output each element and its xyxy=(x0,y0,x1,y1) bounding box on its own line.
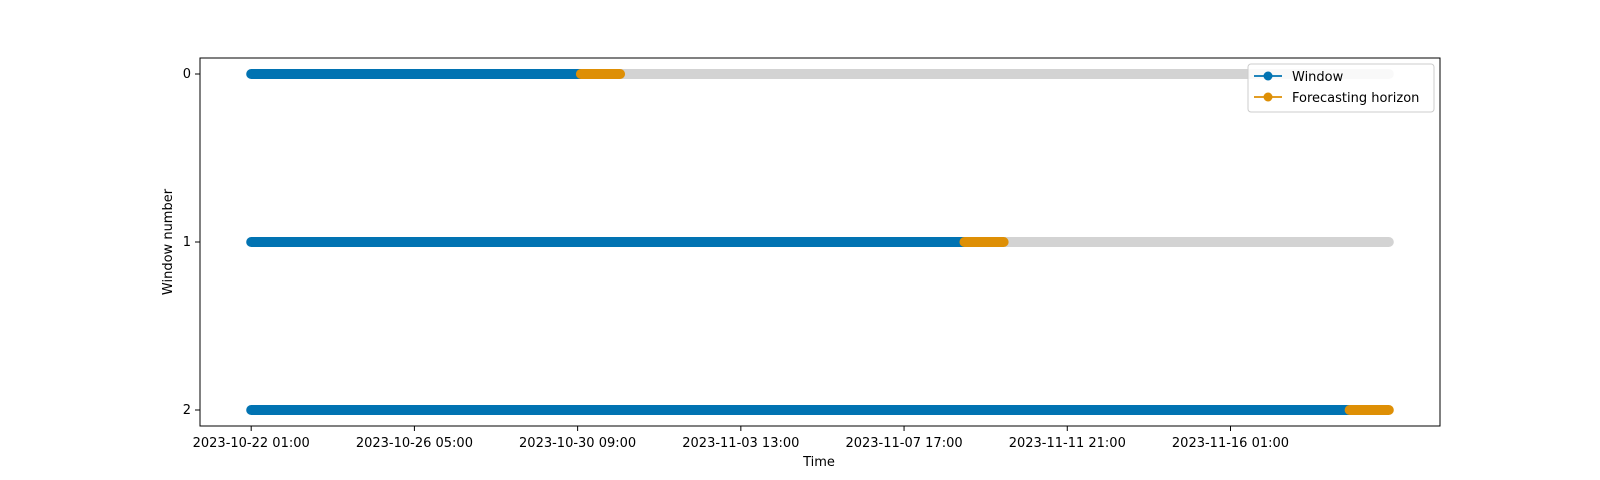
legend-label-window: Window xyxy=(1292,70,1344,85)
legend-marker-forecasting-horizon xyxy=(1263,92,1273,102)
x-axis-label: Time xyxy=(802,455,835,470)
y-axis-label: Window number xyxy=(161,188,176,295)
legend-marker-window xyxy=(1263,71,1273,81)
y-tick-label: 2 xyxy=(183,403,191,418)
x-tick-label: 2023-11-16 01:00 xyxy=(1172,436,1289,451)
x-tick-label: 2023-10-30 09:00 xyxy=(519,436,636,451)
x-tick-label: 2023-11-07 17:00 xyxy=(845,436,962,451)
y-axis: 0 1 2 xyxy=(183,67,200,418)
x-tick-label: 2023-10-22 01:00 xyxy=(193,436,310,451)
x-tick-label: 2023-11-03 13:00 xyxy=(682,436,799,451)
y-tick-label: 0 xyxy=(183,67,191,82)
legend: Window Forecasting horizon xyxy=(1247,63,1435,113)
y-tick-label: 1 xyxy=(183,235,191,250)
legend-box xyxy=(1247,63,1435,113)
x-axis: 2023-10-22 01:00 2023-10-26 05:00 2023-10-… xyxy=(193,426,1289,451)
x-tick-label: 2023-11-11 21:00 xyxy=(1009,436,1126,451)
x-tick-label: 2023-10-26 05:00 xyxy=(356,436,473,451)
legend-label-forecasting-horizon: Forecasting horizon xyxy=(1292,91,1419,106)
